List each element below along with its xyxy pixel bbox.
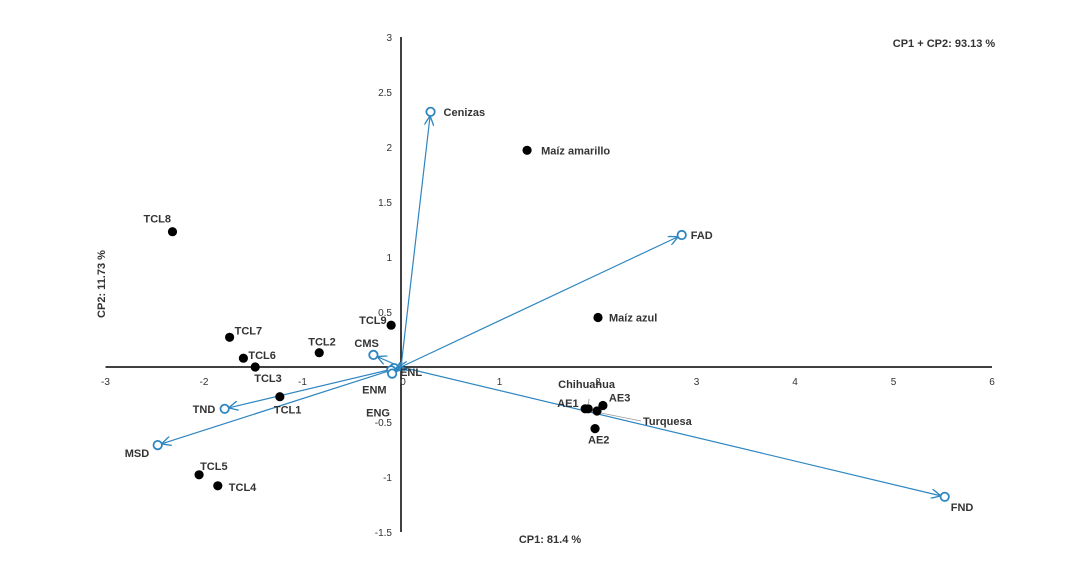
x-axis-title: CP1: 81.4 % (519, 534, 582, 546)
point-label-maiz-azul: Maíz azul (609, 313, 657, 325)
vector-marker-cms (368, 349, 379, 360)
vector-fnd (400, 366, 940, 496)
point-label-tcl8: TCL8 (143, 214, 171, 226)
vector-marker-cenizas (425, 106, 436, 117)
point-label-tcl3: TCL3 (254, 373, 282, 385)
variance-annotation: CP1 + CP2: 93.13 % (893, 38, 996, 50)
point-label-ae2: AE2 (588, 435, 609, 447)
vector-cenizas (400, 117, 430, 368)
point-tcl2 (314, 348, 324, 358)
vector-label-enm: ENM (362, 384, 386, 396)
point-label-tcl9: TCL9 (359, 315, 387, 327)
x-tick-label: -2 (200, 377, 209, 388)
x-tick-label: 4 (792, 377, 798, 388)
point-label-tcl5: TCL5 (200, 461, 228, 473)
leader-line-chihuahua (587, 398, 590, 405)
point-tcl8 (167, 227, 178, 237)
point-label-tcl7: TCL7 (235, 325, 262, 337)
vector-label-enl: ENL (400, 367, 422, 379)
point-label-tcl2: TCL2 (308, 337, 336, 349)
vector-label-fnd: FND (951, 502, 974, 514)
leader-line-turquesa (600, 412, 642, 422)
axes (105, 37, 992, 532)
vector-label-eng: ENG (366, 408, 390, 420)
point-turquesa (592, 406, 602, 416)
x-tick-label: -3 (101, 377, 110, 388)
point-tcl7 (225, 332, 235, 342)
x-tick-label: -1 (298, 377, 307, 388)
y-tick-label: 2.5 (378, 88, 392, 99)
leader-lines (587, 398, 642, 422)
y-tick-label: 3 (386, 33, 392, 44)
y-axis-title: CP2: 11.73 % (96, 250, 108, 318)
point-label-maiz-amarillo: Maíz amarillo (541, 145, 610, 157)
x-tick-label: 3 (694, 377, 700, 388)
point-tcl4 (213, 481, 223, 491)
point-maiz-azul (593, 312, 603, 323)
point-ae2 (590, 424, 600, 434)
x-tick-label: 1 (497, 377, 503, 388)
y-tick-label: -1 (383, 473, 392, 484)
vector-label-tnd: TND (193, 404, 216, 416)
y-tick-label: 1 (386, 253, 392, 264)
point-maiz-amarillo (522, 145, 532, 155)
point-label-turquesa: Turquesa (643, 416, 693, 428)
vector-eng (396, 367, 401, 371)
vector-marker-msd (152, 439, 163, 451)
y-tick-label: 1.5 (378, 198, 392, 209)
vector-marker-fnd (939, 491, 950, 502)
vector-label-msd: MSD (125, 448, 150, 460)
tick-labels: -3 -2 -1 0 1 2 3 4 5 6 -1.5 -1 -0.5 0.5 1 1.5 2 2.5 3 (101, 33, 995, 539)
y-tick-label: 0.5 (378, 308, 392, 319)
loading-vectors (152, 106, 950, 502)
point-tcl5 (194, 470, 204, 480)
y-tick-label: -0.5 (375, 418, 393, 429)
vector-marker-tnd (219, 403, 230, 414)
vector-fad (400, 237, 677, 368)
vector-msd (162, 366, 402, 444)
point-label-ae1: AE1 (557, 398, 578, 410)
vector-label-cms: CMS (354, 338, 378, 350)
sample-points (167, 145, 608, 491)
point-label-tcl1: TCL1 (274, 405, 302, 417)
point-tcl1 (275, 392, 285, 402)
point-labels: Maíz amarillo Maíz azul TCL8 TCL9 TCL7 TCL6 TC… (125, 107, 974, 514)
vector-marker-eng (387, 368, 398, 379)
point-ae3 (598, 400, 608, 411)
point-label-ae3: AE3 (609, 393, 630, 405)
point-label-chihuahua: Chihuahua (558, 379, 616, 391)
y-tick-label: -1.5 (375, 528, 393, 539)
vector-marker-fad (676, 229, 687, 241)
point-tcl6 (238, 353, 248, 363)
point-tcl3 (250, 362, 260, 372)
vector-label-fad: FAD (691, 230, 713, 242)
point-label-tcl4: TCL4 (229, 482, 257, 494)
x-tick-label: 5 (891, 377, 897, 388)
x-tick-label: 2 (595, 377, 601, 388)
point-label-tcl6: TCL6 (248, 350, 276, 362)
x-tick-label: 6 (989, 377, 995, 388)
x-tick-label: 0 (400, 377, 406, 388)
y-tick-label: 2 (386, 143, 392, 154)
point-tcl9 (386, 320, 396, 330)
point-ae1 (580, 404, 590, 414)
vector-label-cenizas: Cenizas (444, 107, 486, 119)
vector-tnd (230, 366, 402, 408)
